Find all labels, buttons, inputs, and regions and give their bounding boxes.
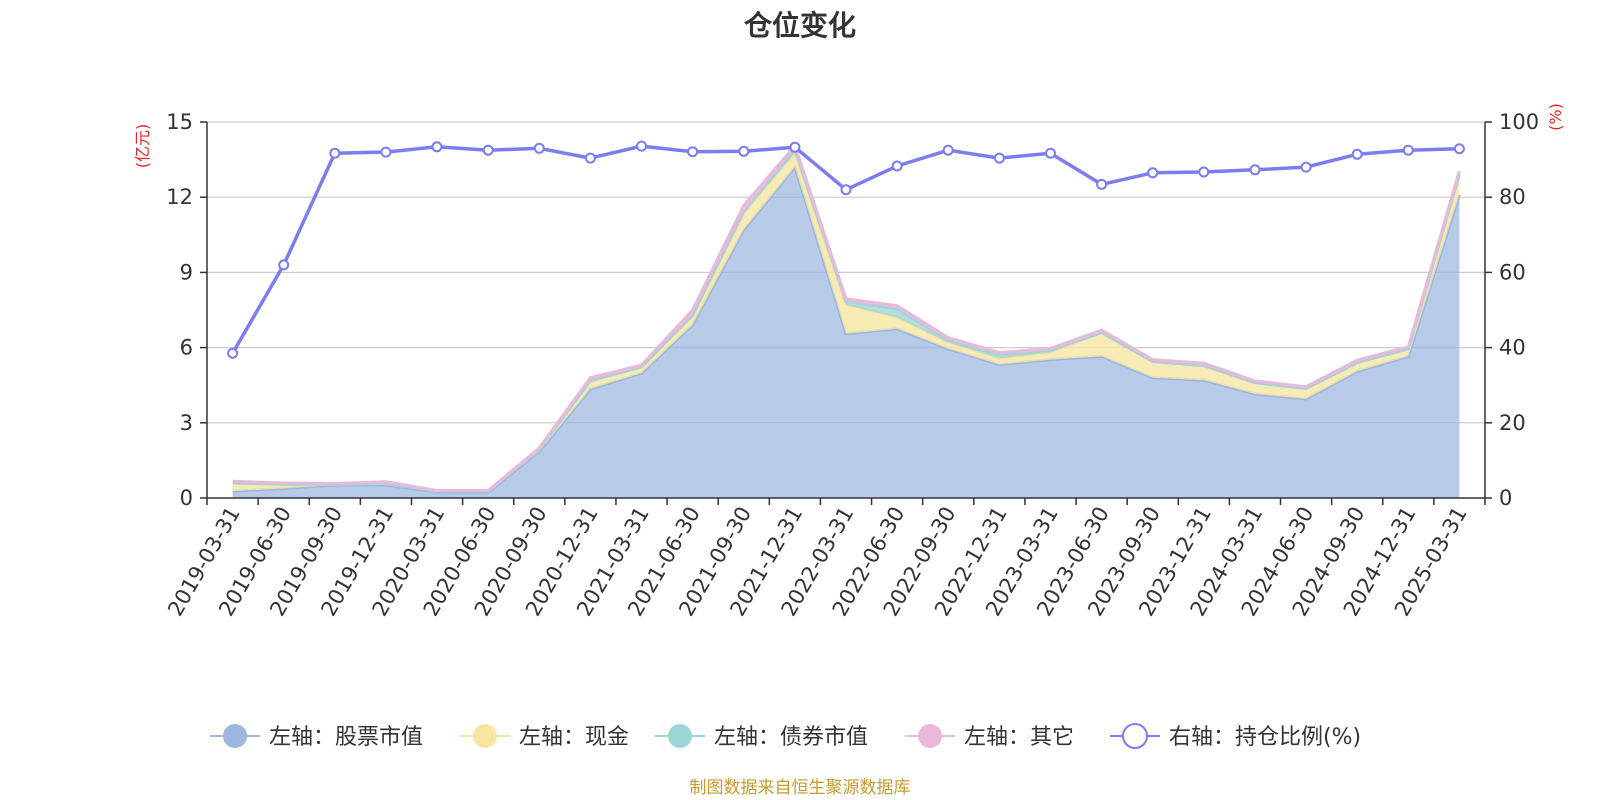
ratio-point — [738, 145, 750, 157]
area-edge-3 — [232, 142, 1461, 492]
legend-item[interactable]: 右轴：持仓比例(%) — [1110, 723, 1361, 750]
legend-swatch-marker — [668, 724, 692, 748]
ratio-point — [533, 142, 545, 154]
ratio-point — [1402, 144, 1414, 156]
ratio-point — [1096, 178, 1108, 190]
area-0 — [232, 167, 1460, 498]
chart-title: 仓位变化 — [743, 9, 856, 42]
ratio-point — [482, 144, 494, 156]
ratio-point — [1453, 143, 1465, 155]
right-axis-tick-label: 60 — [1499, 260, 1526, 284]
legend-label: 左轴：股票市值 — [269, 725, 423, 750]
position-ratio-line — [227, 140, 1465, 359]
legend-label: 左轴：债券市值 — [714, 725, 868, 750]
ratio-point — [1045, 147, 1056, 159]
ratio-point — [1351, 148, 1363, 160]
right-axis-tick-label: 20 — [1499, 411, 1526, 435]
ratio-point — [789, 141, 801, 153]
area-1 — [232, 153, 1460, 493]
stacked-areas — [232, 142, 1461, 498]
ratio-point — [993, 152, 1005, 164]
legend-label: 左轴：其它 — [964, 725, 1074, 750]
ratio-point — [227, 347, 239, 359]
ratio-point — [891, 160, 903, 172]
legend[interactable]: 左轴：股票市值 左轴：现金 左轴：债券市值 左轴：其它 右轴：持仓比例(%) — [210, 723, 1361, 750]
ratio-point — [687, 146, 699, 158]
ratio-point — [1300, 161, 1312, 173]
right-axis-tick-label: 80 — [1499, 185, 1526, 209]
left-axis-tick-label: 9 — [180, 260, 193, 284]
ratio-point — [380, 146, 392, 158]
right-axis-tick-label: 100 — [1499, 110, 1539, 134]
ratio-point — [1198, 166, 1210, 178]
left-axis-unit: (亿元) — [133, 124, 152, 169]
ratio-point — [1249, 164, 1261, 176]
ratio-point — [278, 259, 290, 271]
legend-swatch-marker — [473, 724, 497, 748]
ratio-point — [942, 144, 954, 156]
left-axis-tick-label: 15 — [166, 110, 193, 134]
ratio-point — [431, 141, 443, 153]
left-axis-tick-label: 0 — [180, 486, 193, 510]
left-axis-tick-label: 3 — [180, 411, 193, 435]
ratio-point — [840, 184, 852, 196]
right-axis-unit: (%) — [1546, 103, 1565, 131]
legend-item[interactable]: 左轴：债券市值 — [655, 724, 868, 750]
ratio-point — [1147, 167, 1159, 179]
legend-item[interactable]: 左轴：其它 — [905, 724, 1074, 750]
source-note: 制图数据来自恒生聚源数据库 — [689, 778, 911, 798]
legend-item[interactable]: 左轴：股票市值 — [210, 724, 423, 750]
ratio-point — [329, 147, 341, 159]
legend-label: 左轴：现金 — [519, 725, 629, 750]
legend-item[interactable]: 左轴：现金 — [460, 724, 629, 750]
left-axis-tick-label: 12 — [166, 185, 193, 209]
legend-swatch-marker — [918, 724, 942, 748]
left-axis-tick-label: 6 — [180, 336, 193, 360]
legend-label: 右轴：持仓比例(%) — [1169, 725, 1361, 750]
legend-swatch-marker — [223, 724, 247, 748]
right-axis-tick-label: 40 — [1499, 336, 1526, 360]
ratio-point — [584, 152, 596, 164]
legend-swatch-marker — [1122, 723, 1148, 749]
right-axis-tick-label: 0 — [1499, 486, 1512, 510]
ratio-point — [636, 140, 647, 152]
